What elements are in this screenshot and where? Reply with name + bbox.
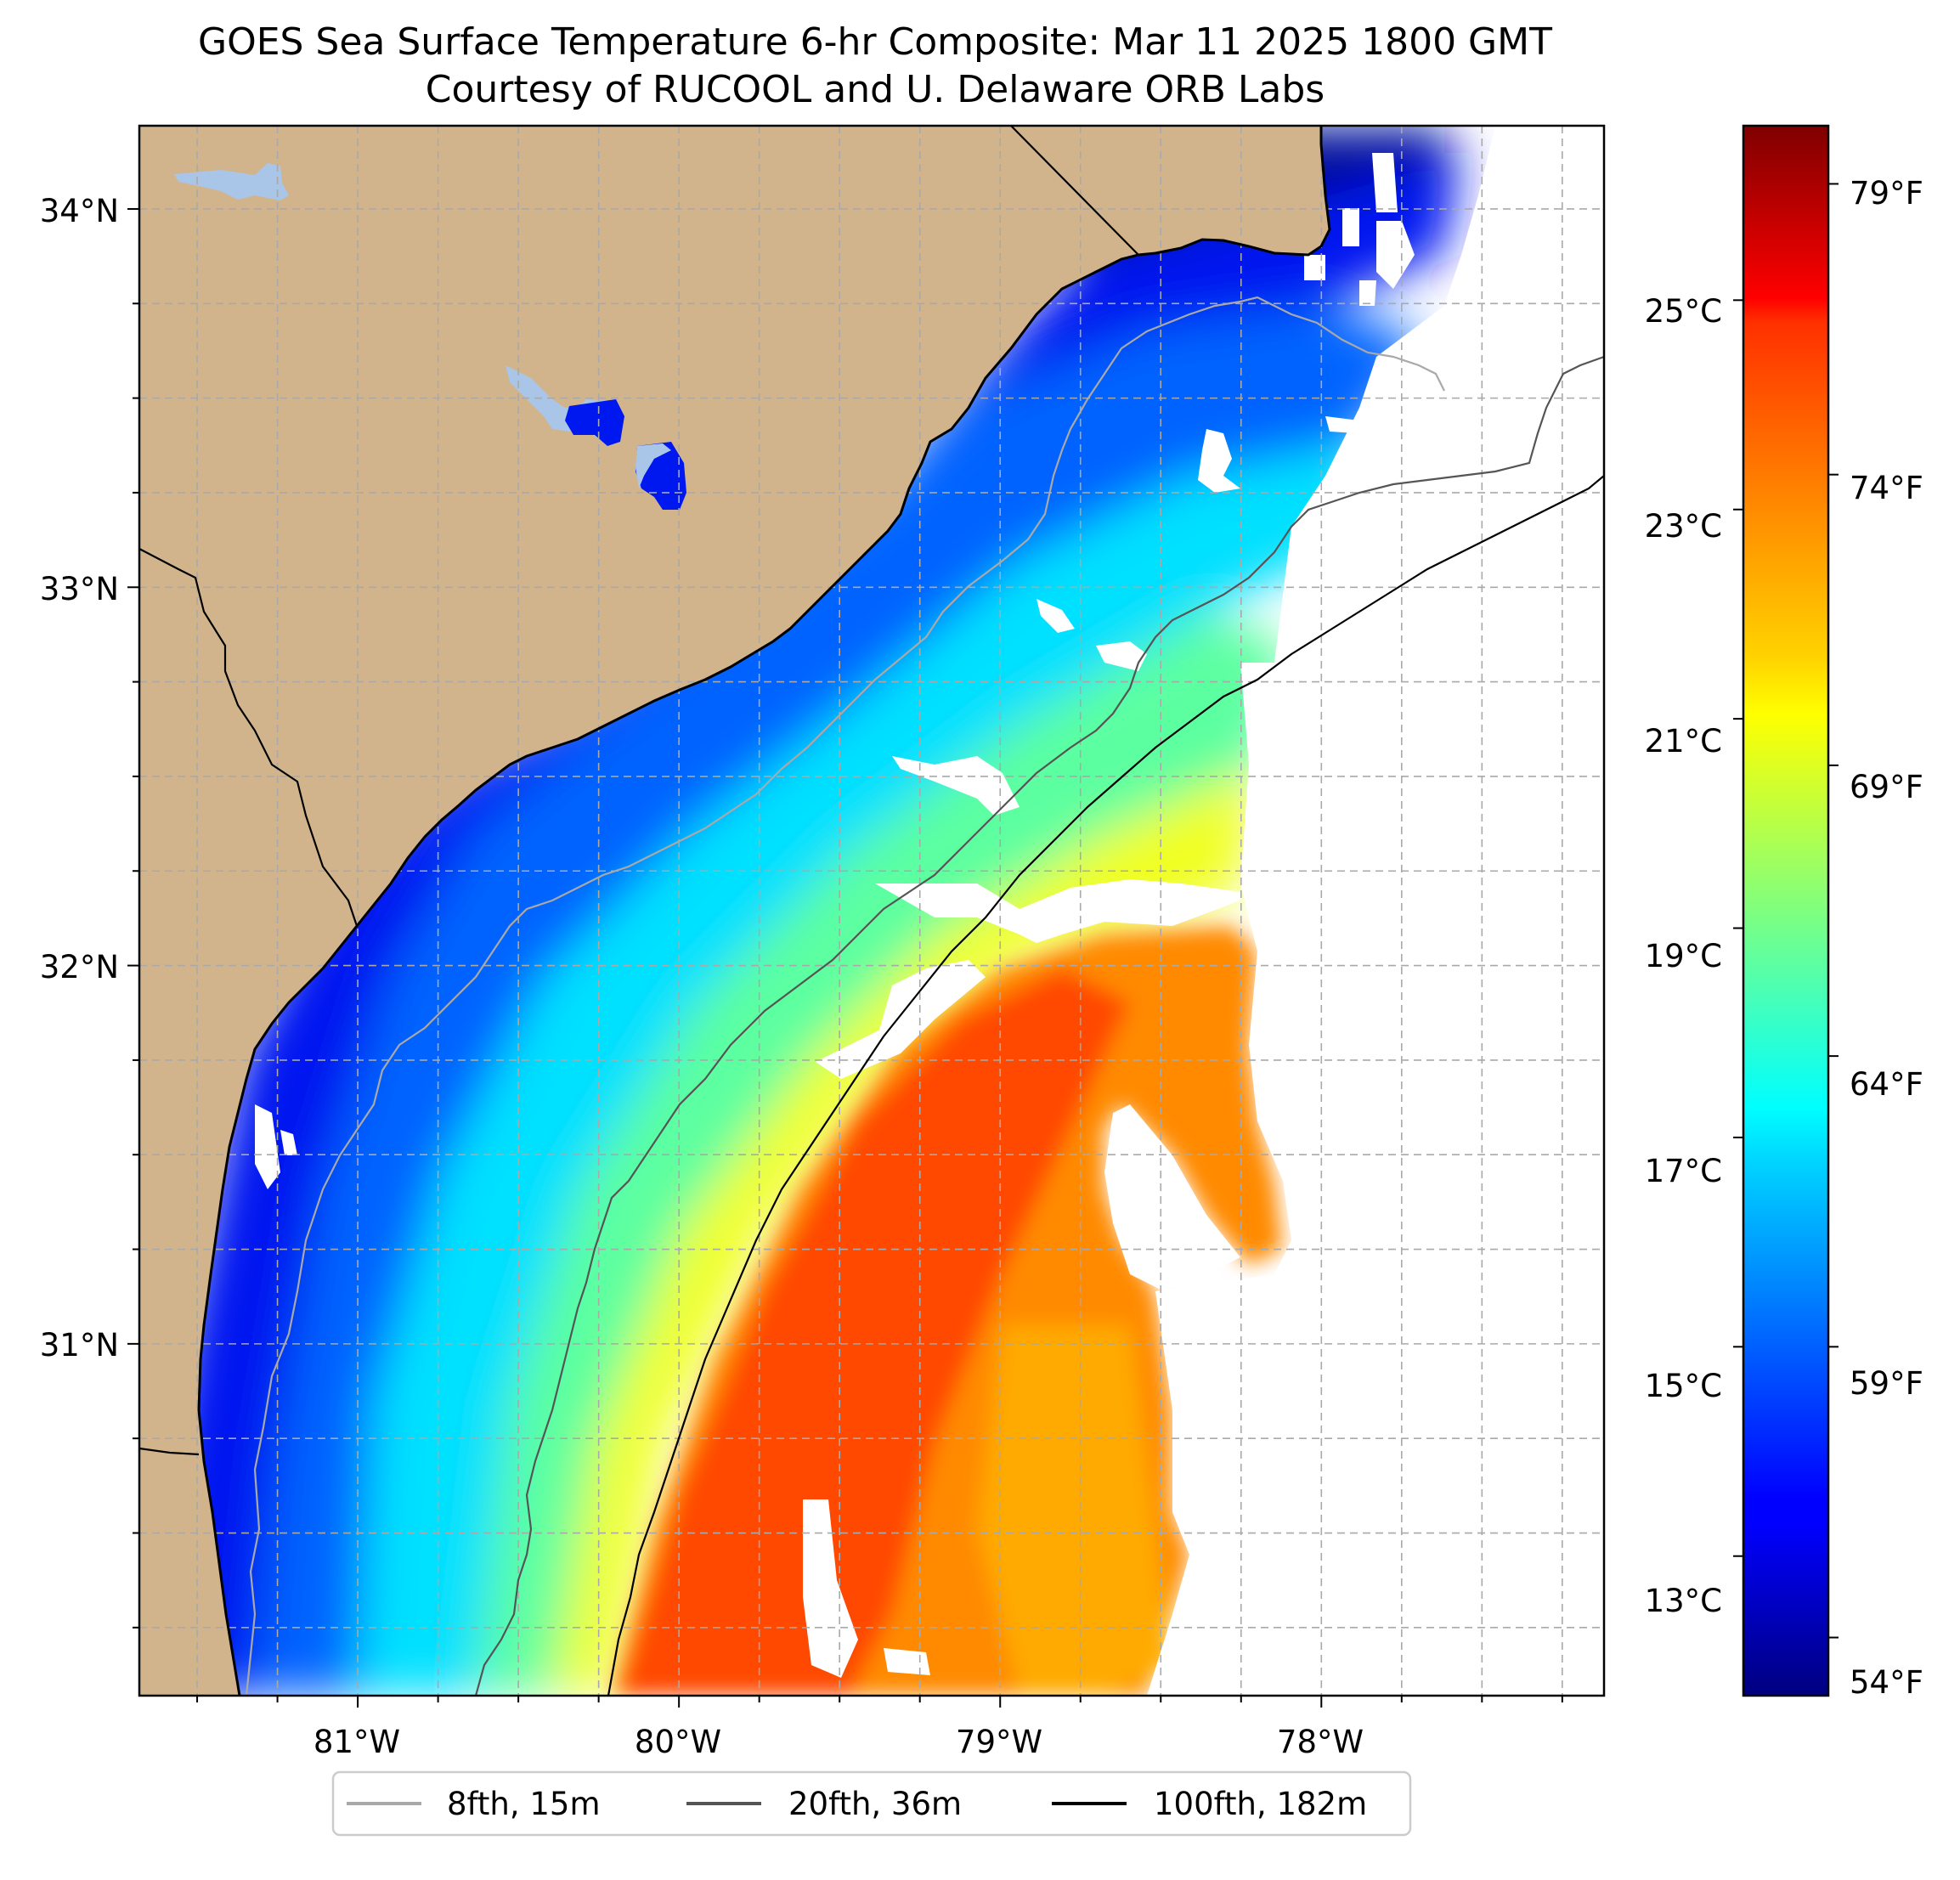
- lakes: [174, 163, 686, 510]
- celsius-tick-labels: 25°C 23°C 21°C 19°C 17°C 15°C 13°C: [1645, 293, 1722, 1619]
- map-subtitle: Courtesy of RUCOOL and U. Delaware ORB L…: [425, 68, 1325, 111]
- contour-20fth: [474, 355, 1604, 1696]
- fahrenheit-label-69: 69°F: [1850, 769, 1923, 805]
- coastline-and-borders: [139, 126, 1331, 1696]
- sst-field: [153, 126, 1461, 1696]
- lat-label-34n: 34°N: [40, 193, 119, 229]
- state-border-nc-sc: [1010, 126, 1139, 256]
- celsius-label-25: 25°C: [1645, 293, 1722, 330]
- lat-label-32n: 32°N: [40, 949, 119, 985]
- coastline: [197, 126, 1331, 1696]
- land: [139, 126, 1330, 1696]
- celsius-label-21: 21°C: [1645, 723, 1722, 759]
- map-area: [139, 126, 1604, 1696]
- contour-100fth: [607, 475, 1604, 1696]
- legend-label-8fth: 8fth, 15m: [447, 1786, 601, 1822]
- map-title: GOES Sea Surface Temperature 6-hr Compos…: [197, 20, 1552, 64]
- lon-label-80w: 80°W: [635, 1724, 721, 1760]
- depth-contours: [245, 296, 1604, 1696]
- fahrenheit-label-59: 59°F: [1850, 1365, 1923, 1402]
- state-border-ga-fl: [139, 1447, 200, 1456]
- colorbar-ticks: [1733, 183, 1839, 1639]
- lat-axis-labels: 34°N 33°N 32°N 31°N: [40, 193, 119, 1363]
- fahrenheit-label-74: 74°F: [1850, 470, 1923, 506]
- colorbar-gradient: [1743, 126, 1828, 1696]
- lat-label-31n: 31°N: [40, 1327, 119, 1363]
- legend-label-20fth: 20fth, 36m: [788, 1786, 962, 1822]
- celsius-label-17: 17°C: [1645, 1153, 1722, 1189]
- lon-label-79w: 79°W: [956, 1724, 1042, 1760]
- lon-label-78w: 78°W: [1277, 1724, 1364, 1760]
- contour-legend: 8fth, 15m 20fth, 36m 100fth, 182m: [331, 1770, 1412, 1837]
- celsius-label-23: 23°C: [1645, 508, 1722, 545]
- contour-8fth: [245, 296, 1445, 1696]
- lon-label-81w: 81°W: [313, 1724, 400, 1760]
- map-frame: [138, 124, 1606, 1697]
- state-border-ga-sc: [139, 548, 359, 927]
- colorbar: 25°C 23°C 21°C 19°C 17°C 15°C 13°C 79°F …: [1645, 124, 1923, 1701]
- celsius-label-13: 13°C: [1645, 1583, 1722, 1619]
- axis-ticks: [127, 207, 1563, 1708]
- fahrenheit-label-54: 54°F: [1850, 1664, 1923, 1701]
- legend-box: [331, 1770, 1412, 1837]
- celsius-label-19: 19°C: [1645, 938, 1722, 974]
- gridlines: [139, 126, 1604, 1696]
- legend-label-100fth: 100fth, 182m: [1154, 1786, 1367, 1822]
- colorbar-frame: [1742, 124, 1830, 1697]
- fahrenheit-label-79: 79°F: [1850, 175, 1923, 212]
- lat-label-33n: 33°N: [40, 571, 119, 607]
- celsius-label-15: 15°C: [1645, 1368, 1722, 1404]
- cloud-gaps: [255, 126, 1604, 1696]
- fahrenheit-label-64: 64°F: [1850, 1066, 1923, 1103]
- lon-axis-labels: 81°W 80°W 79°W 78°W: [313, 1724, 1364, 1760]
- fahrenheit-tick-labels: 79°F 74°F 69°F 64°F 59°F 54°F: [1850, 175, 1923, 1701]
